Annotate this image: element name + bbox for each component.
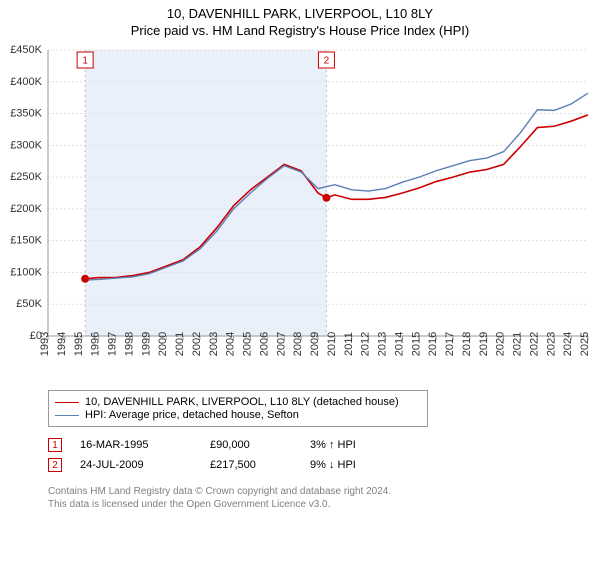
- sale-dot: [81, 275, 89, 283]
- sale-marker-icon: 1: [48, 438, 62, 452]
- legend: 10, DAVENHILL PARK, LIVERPOOL, L10 8LY (…: [48, 390, 428, 427]
- y-tick-label: £200K: [10, 203, 42, 215]
- x-tick-label: 2025: [579, 332, 591, 356]
- x-tick-label: 2008: [292, 332, 304, 356]
- sale-hpi: 3% ↑ HPI: [310, 439, 390, 451]
- sale-date: 24-JUL-2009: [80, 459, 210, 471]
- y-tick-label: £50K: [16, 298, 42, 310]
- line-chart-svg: £0£50K£100K£150K£200K£250K£300K£350K£400…: [48, 44, 588, 384]
- x-tick-label: 1997: [107, 332, 119, 356]
- x-tick-label: 2020: [495, 332, 507, 356]
- sale-marker-id: 2: [324, 56, 330, 67]
- x-tick-label: 2002: [191, 332, 203, 356]
- x-tick-label: 2019: [478, 332, 490, 356]
- x-tick-label: 2010: [326, 332, 338, 356]
- x-tick-label: 2023: [545, 332, 557, 356]
- sale-price: £217,500: [210, 459, 310, 471]
- x-tick-label: 2012: [360, 332, 372, 356]
- sale-hpi: 9% ↓ HPI: [310, 459, 390, 471]
- x-tick-label: 1993: [39, 332, 51, 356]
- y-tick-label: £150K: [10, 235, 42, 247]
- x-tick-label: 1994: [56, 332, 68, 356]
- x-tick-label: 1996: [90, 332, 102, 356]
- x-tick-label: 2004: [225, 332, 237, 356]
- sale-marker-id: 1: [82, 56, 88, 67]
- sale-price: £90,000: [210, 439, 310, 451]
- x-tick-label: 2024: [562, 332, 574, 356]
- x-tick-label: 2013: [377, 332, 389, 356]
- x-tick-label: 2022: [528, 332, 540, 356]
- y-tick-label: £450K: [10, 44, 42, 56]
- y-tick-label: £300K: [10, 139, 42, 151]
- y-tick-label: £250K: [10, 171, 42, 183]
- x-tick-label: 2015: [410, 332, 422, 356]
- y-tick-label: £350K: [10, 108, 42, 120]
- x-tick-label: 2005: [242, 332, 254, 356]
- legend-swatch: [55, 402, 79, 403]
- sale-marker-icon: 2: [48, 458, 62, 472]
- x-tick-label: 2021: [512, 332, 524, 356]
- x-tick-label: 2018: [461, 332, 473, 356]
- x-tick-label: 2014: [393, 332, 405, 356]
- x-tick-label: 2001: [174, 332, 186, 356]
- sale-date: 16-MAR-1995: [80, 439, 210, 451]
- y-tick-label: £400K: [10, 76, 42, 88]
- x-tick-label: 2016: [427, 332, 439, 356]
- chart-subtitle: Price paid vs. HM Land Registry's House …: [0, 23, 600, 38]
- legend-label: HPI: Average price, detached house, Seft…: [85, 409, 299, 421]
- x-tick-label: 2009: [309, 332, 321, 356]
- footer-line-2: This data is licensed under the Open Gov…: [48, 498, 600, 511]
- sale-row: 1 16-MAR-1995£90,0003% ↑ HPI: [48, 435, 600, 455]
- legend-item: HPI: Average price, detached house, Seft…: [55, 409, 421, 421]
- x-tick-label: 1999: [140, 332, 152, 356]
- shade-region: [85, 50, 326, 336]
- chart-title: 10, DAVENHILL PARK, LIVERPOOL, L10 8LY: [0, 6, 600, 21]
- sales-table: 1 16-MAR-1995£90,0003% ↑ HPI 2 24-JUL-2009£…: [48, 435, 600, 475]
- legend-swatch: [55, 415, 79, 416]
- x-tick-label: 2011: [343, 332, 355, 356]
- legend-item: 10, DAVENHILL PARK, LIVERPOOL, L10 8LY (…: [55, 396, 421, 408]
- y-tick-label: £100K: [10, 266, 42, 278]
- legend-label: 10, DAVENHILL PARK, LIVERPOOL, L10 8LY (…: [85, 396, 399, 408]
- x-tick-label: 2007: [275, 332, 287, 356]
- sale-row: 2 24-JUL-2009£217,5009% ↓ HPI: [48, 455, 600, 475]
- x-tick-label: 2000: [157, 332, 169, 356]
- chart-area: £0£50K£100K£150K£200K£250K£300K£350K£400…: [48, 44, 588, 384]
- x-tick-label: 2003: [208, 332, 220, 356]
- x-tick-label: 2006: [258, 332, 270, 356]
- x-tick-label: 1998: [123, 332, 135, 356]
- sale-dot: [322, 194, 330, 202]
- footer-line-1: Contains HM Land Registry data © Crown c…: [48, 485, 600, 498]
- x-tick-label: 1995: [73, 332, 85, 356]
- x-tick-label: 2017: [444, 332, 456, 356]
- footer-attribution: Contains HM Land Registry data © Crown c…: [48, 485, 600, 511]
